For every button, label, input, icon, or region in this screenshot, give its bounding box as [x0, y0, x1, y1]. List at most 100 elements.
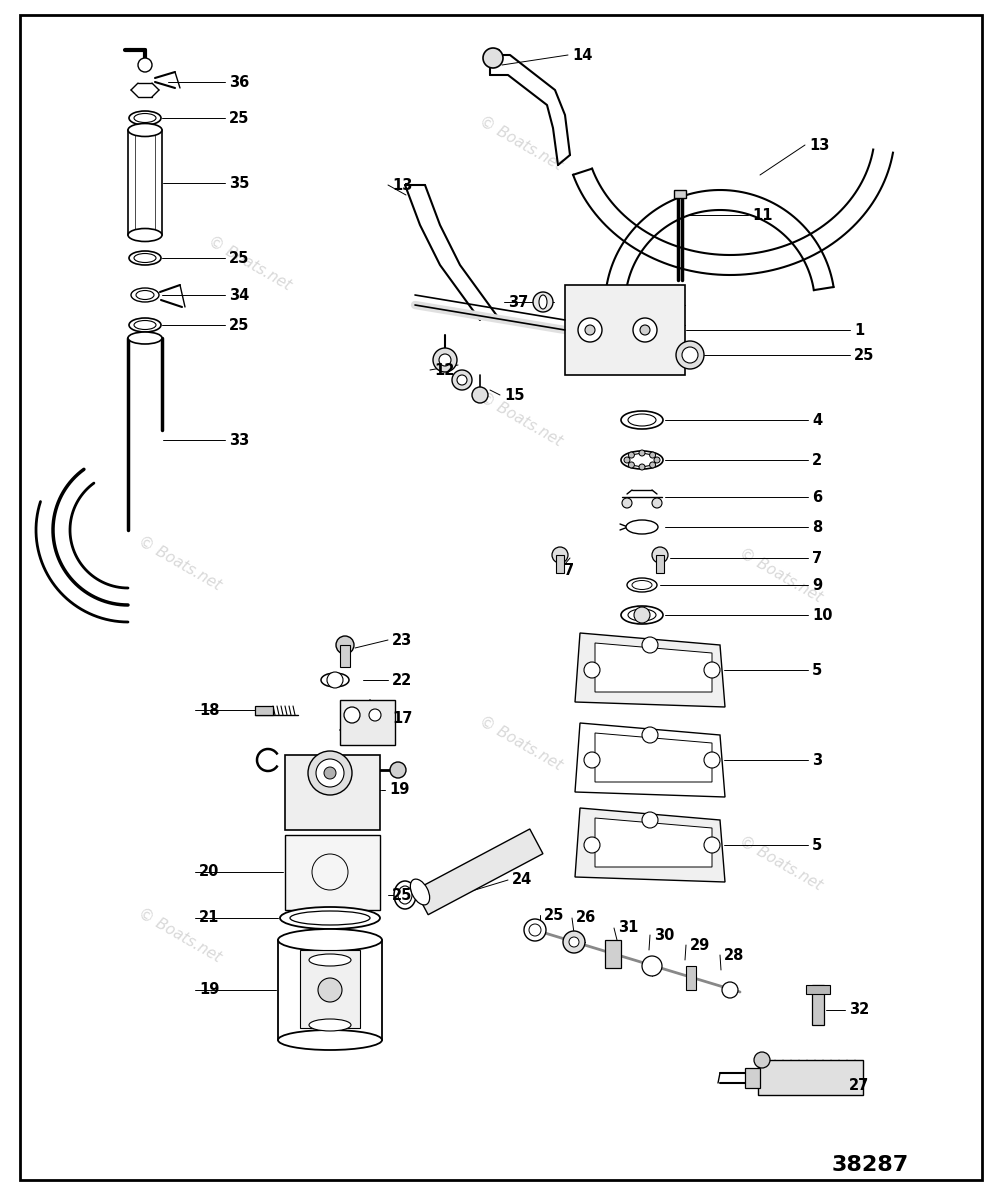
- Circle shape: [552, 547, 568, 564]
- Text: 5: 5: [812, 663, 823, 677]
- Polygon shape: [595, 643, 712, 692]
- Ellipse shape: [129, 318, 161, 332]
- Text: 25: 25: [229, 110, 249, 126]
- Bar: [656, 555, 664, 573]
- Ellipse shape: [128, 123, 162, 137]
- Circle shape: [642, 727, 658, 743]
- Circle shape: [533, 293, 553, 312]
- Circle shape: [524, 918, 546, 941]
- Ellipse shape: [627, 578, 657, 592]
- Ellipse shape: [394, 881, 416, 909]
- Text: 17: 17: [392, 711, 413, 725]
- Circle shape: [344, 707, 360, 723]
- Circle shape: [569, 936, 579, 947]
- Circle shape: [483, 48, 503, 68]
- Ellipse shape: [309, 954, 351, 966]
- Bar: [605, 940, 621, 968]
- Ellipse shape: [632, 580, 652, 590]
- Text: 25: 25: [854, 348, 875, 362]
- Ellipse shape: [411, 879, 430, 905]
- Bar: [674, 189, 686, 198]
- Circle shape: [138, 58, 152, 72]
- Text: 19: 19: [389, 783, 410, 797]
- Circle shape: [622, 498, 632, 508]
- Text: © Boats.net: © Boats.net: [736, 546, 825, 604]
- Polygon shape: [575, 808, 725, 882]
- Circle shape: [704, 662, 720, 677]
- Text: 13: 13: [392, 177, 413, 193]
- Circle shape: [649, 462, 655, 468]
- Circle shape: [316, 759, 344, 787]
- Ellipse shape: [131, 288, 159, 302]
- Text: 22: 22: [392, 673, 412, 687]
- Ellipse shape: [278, 1030, 382, 1050]
- Ellipse shape: [628, 609, 656, 621]
- Circle shape: [633, 318, 657, 342]
- Text: 34: 34: [229, 288, 249, 302]
- Text: 18: 18: [199, 703, 219, 717]
- Text: © Boats.net: © Boats.net: [136, 534, 224, 592]
- Circle shape: [390, 763, 406, 778]
- Bar: [745, 1068, 760, 1087]
- Circle shape: [642, 956, 662, 976]
- Ellipse shape: [621, 411, 663, 429]
- Text: 29: 29: [690, 938, 710, 952]
- Circle shape: [628, 452, 634, 458]
- Circle shape: [649, 452, 655, 458]
- Bar: [758, 1060, 863, 1095]
- Text: © Boats.net: © Boats.net: [477, 390, 565, 448]
- Ellipse shape: [278, 929, 382, 951]
- Circle shape: [754, 1052, 770, 1068]
- Text: 30: 30: [654, 928, 674, 942]
- Bar: [255, 706, 273, 715]
- Ellipse shape: [398, 886, 412, 904]
- Text: 4: 4: [812, 412, 822, 428]
- Circle shape: [628, 462, 634, 468]
- Circle shape: [654, 457, 660, 463]
- Bar: [812, 986, 824, 1025]
- Text: © Boats.net: © Boats.net: [205, 233, 295, 293]
- Circle shape: [336, 635, 354, 653]
- Circle shape: [584, 752, 600, 769]
- Bar: [415, 829, 543, 915]
- Circle shape: [452, 370, 472, 390]
- Text: 9: 9: [812, 578, 822, 592]
- Text: 35: 35: [229, 175, 249, 191]
- Text: 25: 25: [229, 251, 249, 265]
- Circle shape: [529, 924, 541, 936]
- Bar: [806, 986, 830, 994]
- Circle shape: [563, 930, 585, 953]
- Circle shape: [308, 751, 352, 795]
- Circle shape: [585, 325, 595, 335]
- Text: © Boats.net: © Boats.net: [477, 713, 565, 773]
- Text: 3: 3: [812, 753, 822, 767]
- Text: 25: 25: [544, 908, 564, 922]
- Circle shape: [722, 982, 738, 998]
- Circle shape: [457, 375, 467, 385]
- Text: 10: 10: [812, 608, 833, 622]
- Text: 24: 24: [512, 873, 532, 887]
- Text: 25: 25: [229, 318, 249, 332]
- Ellipse shape: [280, 906, 380, 929]
- Circle shape: [327, 671, 343, 688]
- Ellipse shape: [539, 295, 547, 309]
- Text: 7: 7: [812, 550, 822, 566]
- Circle shape: [639, 450, 645, 456]
- Ellipse shape: [129, 251, 161, 265]
- Polygon shape: [575, 633, 725, 707]
- Text: 32: 32: [849, 1002, 870, 1018]
- Circle shape: [634, 607, 650, 623]
- Text: 36: 36: [229, 74, 249, 90]
- Text: 7: 7: [564, 562, 574, 578]
- Circle shape: [704, 752, 720, 769]
- Text: 37: 37: [508, 295, 528, 309]
- Text: 21: 21: [199, 910, 219, 926]
- Bar: [340, 700, 395, 745]
- Circle shape: [676, 341, 704, 369]
- Ellipse shape: [136, 290, 154, 300]
- Polygon shape: [595, 818, 712, 867]
- Circle shape: [624, 457, 630, 463]
- Circle shape: [639, 464, 645, 470]
- Circle shape: [640, 325, 650, 335]
- Text: 23: 23: [392, 633, 412, 647]
